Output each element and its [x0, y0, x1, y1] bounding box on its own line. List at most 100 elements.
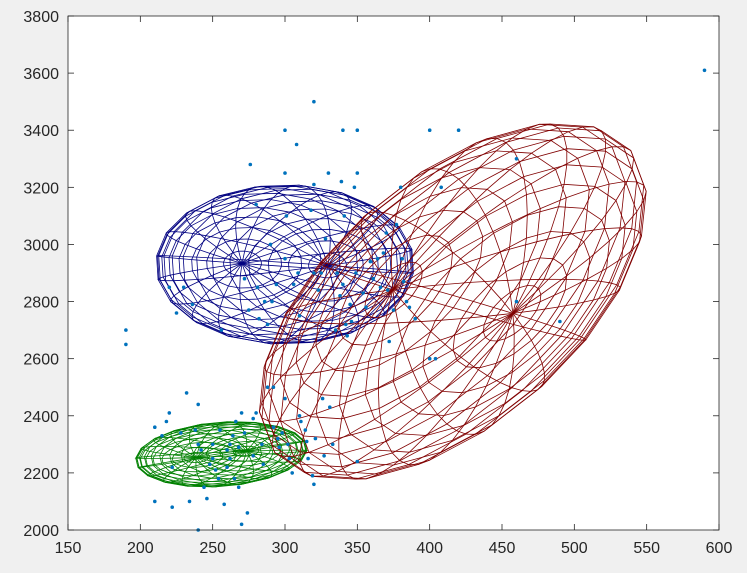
data-point	[225, 465, 229, 470]
ellipsoid-red-meridian	[392, 278, 621, 314]
data-point	[368, 259, 373, 264]
data-point	[219, 328, 224, 332]
ellipsoid-green-meridian	[137, 450, 247, 468]
y-tick-label: 3400	[23, 123, 59, 140]
data-point	[348, 302, 352, 307]
x-tick-label: 200	[127, 540, 154, 557]
data-point	[427, 356, 432, 361]
data-point	[213, 468, 218, 472]
x-tick-label: 500	[561, 540, 588, 557]
data-point	[296, 271, 300, 275]
data-point	[558, 319, 562, 324]
ellipsoid-blue-meridian	[185, 210, 329, 266]
data-point	[247, 308, 251, 312]
x-tick-label: 350	[344, 540, 371, 557]
data-point	[514, 299, 519, 304]
x-tick-label: 150	[55, 540, 82, 557]
x-tick-label: 300	[272, 540, 299, 557]
data-point	[338, 294, 342, 298]
ellipsoid-red-meridian	[360, 211, 514, 314]
data-point	[257, 316, 261, 321]
ellipsoid-red-meridian	[258, 289, 514, 423]
data-point	[270, 299, 274, 304]
data-point	[236, 445, 241, 450]
data-point	[341, 282, 345, 287]
data-point	[319, 271, 324, 275]
ellipsoid-red-meridian	[284, 289, 513, 325]
ellipsoid-red-meridian	[392, 289, 587, 341]
data-point	[170, 505, 174, 510]
data-point	[404, 299, 409, 304]
x-tick-label: 550	[633, 540, 660, 557]
ellipsoid-blue-meridian	[157, 263, 329, 282]
data-point	[322, 454, 326, 458]
data-point	[384, 231, 389, 235]
data-point	[277, 445, 282, 450]
data-point	[167, 285, 172, 290]
ellipsoid-blue-meridian	[241, 204, 379, 266]
data-point	[312, 182, 316, 187]
data-point	[398, 185, 403, 190]
data-point	[456, 128, 461, 132]
data-point	[427, 128, 432, 132]
data-point	[364, 305, 368, 310]
data-point	[361, 291, 365, 295]
data-point	[401, 279, 406, 284]
data-point	[218, 428, 222, 432]
y-tick-label: 2400	[23, 409, 59, 426]
data-point	[283, 396, 287, 401]
axes: 150 200 250 300 350 400 450 500 550 600 2000 2200 24…	[23, 9, 732, 557]
data-point	[299, 419, 303, 424]
ellipsoid-blue-meridian	[241, 191, 352, 266]
ellipsoid-green-meridian	[196, 421, 248, 458]
data-point	[193, 428, 198, 432]
ellipsoid-green-meridian	[195, 451, 247, 488]
data-point	[276, 436, 280, 441]
data-point	[236, 485, 241, 490]
ellipsoid-green-meridian	[196, 450, 254, 485]
data-point	[239, 411, 244, 415]
data-point	[228, 456, 232, 461]
data-point	[413, 316, 418, 321]
data-point	[234, 419, 238, 424]
ellipsoid-red-meridian	[392, 289, 545, 392]
ellipsoid-red-meridian	[392, 146, 635, 314]
data-point	[199, 448, 203, 452]
data-point	[242, 276, 247, 281]
data-point	[245, 511, 250, 515]
data-point	[375, 256, 380, 261]
ellipsoid-red-meridian	[392, 123, 568, 314]
data-point	[280, 431, 284, 435]
data-point	[196, 402, 200, 407]
ellipsoid-red-meridian	[377, 289, 514, 466]
data-point	[345, 334, 350, 338]
data-point	[262, 299, 267, 304]
ellipsoid-blue-meridian	[156, 255, 329, 266]
data-point	[251, 454, 255, 458]
data-point	[239, 522, 244, 527]
data-point	[394, 222, 399, 227]
data-point	[702, 68, 707, 73]
data-point	[283, 256, 287, 261]
ellipsoid-red-meridian	[318, 262, 514, 314]
ellipsoid-wireframes	[134, 123, 647, 488]
y-tick-label: 2600	[23, 352, 59, 369]
data-point	[202, 485, 206, 490]
ellipsoid-green-meridian	[170, 429, 247, 458]
data-point	[433, 356, 438, 361]
data-point	[387, 339, 392, 344]
axes-box	[67, 15, 720, 531]
data-point	[170, 465, 174, 470]
ellipsoid-green-meridian	[134, 450, 247, 459]
ellipsoid-blue-meridian	[241, 224, 400, 266]
ellipsoid-red	[258, 123, 647, 480]
data-point	[174, 311, 179, 315]
data-point	[124, 328, 128, 332]
data-point	[355, 171, 360, 175]
ellipsoid-red-meridian	[392, 289, 515, 435]
data-point	[297, 414, 302, 418]
data-point	[228, 442, 232, 447]
data-point	[339, 179, 344, 184]
data-point	[407, 305, 412, 310]
